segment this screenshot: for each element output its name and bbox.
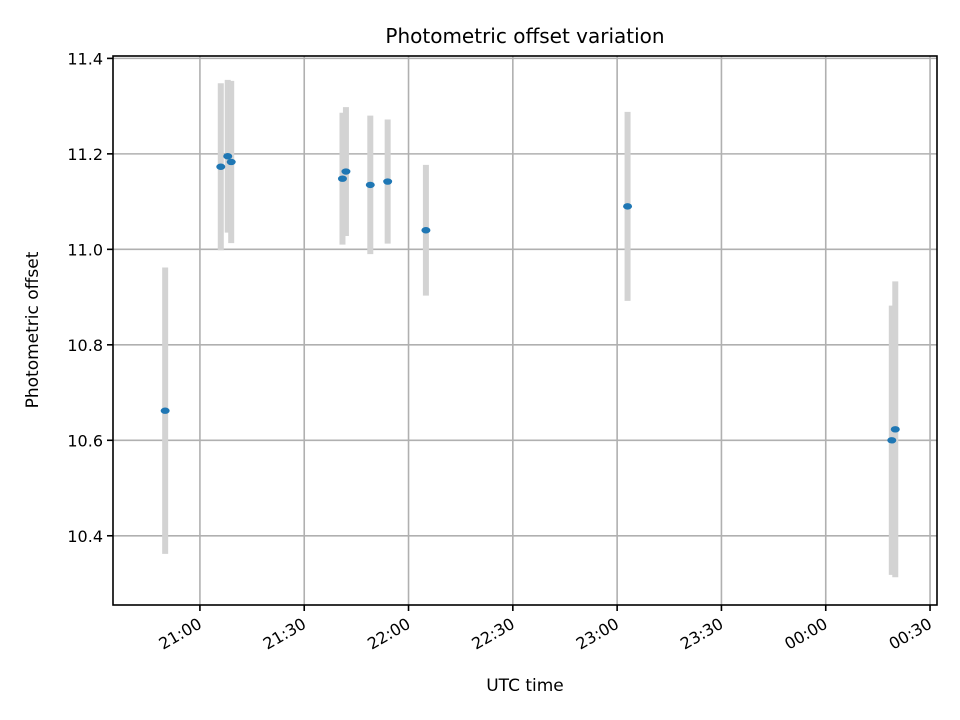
data-point (337, 175, 347, 182)
x-tick-label: 23:00 (573, 614, 622, 654)
data-point (226, 158, 236, 166)
data-point (421, 227, 431, 234)
y-tick-label: 11.4 (67, 49, 103, 68)
y-axis-label: Photometric offset (23, 251, 43, 408)
data-point (223, 153, 233, 160)
chart-title: Photometric offset variation (385, 24, 664, 48)
data-points (160, 153, 900, 444)
x-tick-label: 23:30 (677, 614, 726, 654)
x-tick-label: 22:30 (468, 614, 517, 654)
data-point (365, 181, 375, 189)
data-point (160, 407, 170, 414)
data-point (341, 168, 351, 175)
y-tick-label: 10.8 (67, 336, 103, 355)
axis-ticks: 21:00 21:30 22:00 22:30 23:00 23:30 00:00 00:30… (67, 49, 935, 653)
x-tick-label: 21:00 (155, 614, 204, 654)
data-point (623, 203, 633, 210)
x-tick-label: 00:30 (886, 614, 935, 654)
data-point (887, 437, 897, 444)
x-tick-label: 22:00 (364, 614, 413, 654)
x-tick-label: 00:00 (781, 614, 830, 654)
data-point (216, 163, 226, 170)
grid-lines (113, 56, 937, 605)
x-tick-label: 21:30 (260, 614, 309, 654)
data-point (383, 178, 393, 185)
y-tick-label: 11.2 (67, 145, 103, 164)
x-axis-label: UTC time (486, 676, 564, 696)
y-tick-label: 10.4 (67, 527, 103, 546)
data-point (890, 426, 900, 433)
y-tick-label: 10.6 (67, 431, 103, 450)
plot-frame (112, 55, 938, 606)
y-tick-label: 11.0 (67, 240, 103, 259)
